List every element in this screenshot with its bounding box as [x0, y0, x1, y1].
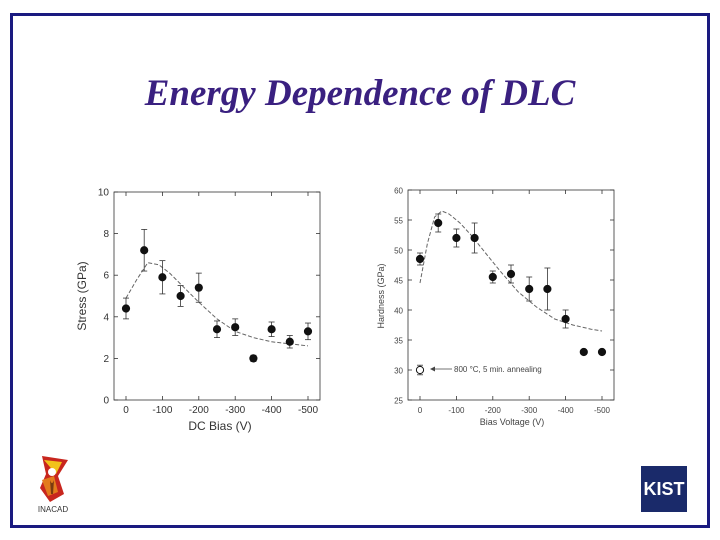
- hardness-chart-data-point: [525, 284, 534, 294]
- kist-logo: KIST: [641, 466, 687, 512]
- stress-chart-xtick-label: -400: [262, 405, 282, 416]
- hardness-chart-xtick-label: -500: [594, 406, 611, 415]
- hardness-chart-data-point: [561, 314, 570, 324]
- hardness-chart-ytick-label: 50: [394, 247, 403, 256]
- stress-chart-data-point: [231, 323, 240, 332]
- hardness-chart-annotation: 800 °C, 5 min. annealing: [454, 365, 542, 374]
- stress-chart-data-point: [140, 246, 149, 255]
- stress-chart-xtick-label: 0: [123, 405, 129, 416]
- hardness-chart-annotation-arrowhead: [430, 366, 435, 372]
- hardness-chart-xtick-label: -200: [485, 406, 502, 415]
- hardness-chart-ylabel: Hardness (GPa): [376, 263, 386, 328]
- stress-chart-ytick-label: 4: [103, 312, 109, 323]
- hardness-chart: 25 30 35 40 45 50 55 60 0 -100 -200 -300 -400 -500 80…: [376, 187, 615, 427]
- hardness-chart-ytick-label: 30: [394, 367, 403, 376]
- hardness-chart-data-point: [488, 272, 497, 282]
- stress-chart-ytick-label: 8: [103, 229, 109, 240]
- hardness-chart-xtick-label: 0: [418, 406, 423, 415]
- stress-chart-data-point: [212, 325, 222, 334]
- stress-chart-data-point: [249, 354, 258, 363]
- stress-chart-plot-area: [113, 191, 321, 401]
- stress-chart-ytick-label: 2: [103, 354, 109, 365]
- hardness-chart-fit-curve: [419, 210, 603, 332]
- stress-chart-data-point: [285, 337, 294, 346]
- hardness-chart-data-point: [543, 284, 552, 294]
- inacad-logo: [40, 456, 68, 502]
- stress-chart-data-point: [121, 304, 131, 313]
- stress-chart-ytick-label: 6: [103, 271, 109, 282]
- slide-frame: [10, 13, 710, 528]
- hardness-chart-ytick-label: 40: [394, 307, 403, 316]
- hardness-chart-ytick-label: 45: [394, 277, 403, 286]
- hardness-chart-xlabel: Bias Voltage (V): [480, 417, 545, 427]
- hardness-chart-data-point: [434, 218, 443, 228]
- hardness-chart-ytick-label: 35: [394, 337, 403, 346]
- hardness-chart-xtick-label: -300: [521, 406, 538, 415]
- hardness-chart-ytick-label: 55: [394, 217, 403, 226]
- hardness-chart-ytick-label: 25: [394, 397, 403, 406]
- stress-chart-fit-curve: [125, 262, 309, 347]
- inacad-logo-text: INACAD: [37, 505, 69, 514]
- hardness-chart-xtick-label: -400: [558, 406, 575, 415]
- hardness-chart-plot-area: [407, 189, 615, 401]
- slide-title: Energy Dependence of DLC: [144, 73, 576, 114]
- hardness-chart-annealed-point: [415, 365, 425, 375]
- stress-chart-data-point: [267, 325, 276, 334]
- hardness-chart-data-point: [452, 233, 461, 243]
- stress-chart-data-point: [303, 327, 313, 336]
- stress-chart-ylabel: Stress (GPa): [75, 261, 89, 330]
- stress-chart-xlabel: DC Bias (V): [188, 419, 251, 433]
- stress-chart-data-point: [194, 283, 203, 292]
- stress-chart-xtick-label: -100: [152, 405, 172, 416]
- stress-chart-data-point: [158, 273, 167, 282]
- stress-chart-xtick-label: -200: [189, 405, 209, 416]
- hardness-chart-data-point: [597, 347, 607, 357]
- stress-chart-data-point: [176, 291, 185, 301]
- hardness-chart-data-point: [579, 347, 588, 357]
- hardness-chart-data-point: [470, 233, 479, 243]
- hardness-chart-data-point: [506, 269, 516, 279]
- hardness-chart-xtick-label: -100: [448, 406, 465, 415]
- hardness-chart-ytick-label: 60: [394, 187, 403, 196]
- stress-chart-ytick-label: 10: [98, 188, 110, 199]
- stress-chart-xtick-label: -500: [298, 405, 318, 416]
- hardness-chart-data-point: [415, 254, 425, 264]
- stress-chart: 0 2 4 6 8 10 0 -100 -200 -300 -400 -500 DC Bias (V)…: [75, 188, 321, 433]
- stress-chart-ytick-label: 0: [103, 396, 109, 407]
- stress-chart-xtick-label: -300: [225, 405, 245, 416]
